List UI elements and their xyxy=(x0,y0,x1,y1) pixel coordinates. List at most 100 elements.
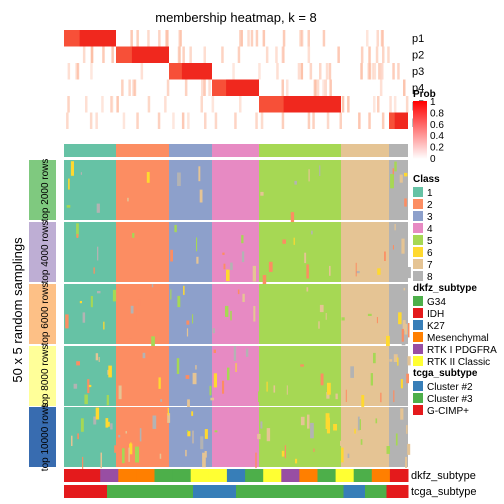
dkfz-cell xyxy=(82,469,101,482)
membership-cell xyxy=(192,430,194,444)
prob-cell xyxy=(179,30,182,47)
membership-cell xyxy=(282,239,286,244)
prob-cell xyxy=(276,63,279,80)
membership-cell xyxy=(209,385,212,396)
membership-cell xyxy=(318,321,320,329)
membership-cell xyxy=(98,357,100,362)
prob-tick: 0.2 xyxy=(430,143,444,154)
block-1-5 xyxy=(259,160,341,220)
legend-dkfz-swatch xyxy=(413,320,423,330)
membership-cell xyxy=(345,389,347,402)
prob-cell xyxy=(250,30,254,47)
block-1-7 xyxy=(341,160,389,220)
prob-cell xyxy=(373,96,376,113)
membership-cell xyxy=(185,375,190,379)
membership-cell xyxy=(128,447,130,462)
legend-dkfz-label: G34 xyxy=(427,297,446,308)
membership-cell xyxy=(170,289,172,300)
membership-cell xyxy=(191,411,194,416)
block-5-1 xyxy=(64,407,116,467)
tcga-cell xyxy=(128,485,151,498)
prob-cell xyxy=(204,112,207,129)
membership-cell xyxy=(204,429,208,439)
prob-cell xyxy=(358,112,361,129)
legend-tcga-label: Cluster #2 xyxy=(427,382,473,393)
tcga-cell xyxy=(322,485,344,498)
legend-class-label: 6 xyxy=(427,248,433,259)
prob-color-bar xyxy=(413,101,427,159)
dkfz-cell xyxy=(245,469,264,482)
membership-cell xyxy=(373,352,376,364)
prob-cell xyxy=(181,112,185,129)
prob-cell xyxy=(405,96,409,113)
membership-cell xyxy=(360,439,363,445)
prob-cell xyxy=(221,46,224,63)
membership-cell xyxy=(310,368,313,385)
membership-cell xyxy=(82,312,86,323)
membership-cell xyxy=(357,416,360,431)
membership-cell xyxy=(230,310,232,321)
membership-cell xyxy=(108,365,112,378)
membership-cell xyxy=(70,161,74,176)
prob-cell xyxy=(275,46,278,63)
membership-cell xyxy=(106,395,109,406)
prob-cell xyxy=(234,112,237,129)
prob-cell xyxy=(368,46,371,63)
membership-cell xyxy=(356,271,360,274)
membership-cell xyxy=(227,367,230,381)
row-group-label-3: top 6000 rows xyxy=(40,283,51,346)
legend-dkfz-label: K27 xyxy=(427,321,445,332)
membership-cell xyxy=(186,320,190,325)
membership-cell xyxy=(380,392,382,403)
membership-cell xyxy=(300,364,304,367)
legend-class-label: 4 xyxy=(427,224,433,235)
legend-class-swatch xyxy=(413,247,423,257)
membership-cell xyxy=(76,361,80,366)
membership-cell xyxy=(327,382,331,395)
dkfz-cell xyxy=(317,469,337,482)
prob-row-p5 xyxy=(64,96,408,113)
membership-cell xyxy=(326,392,330,399)
membership-cell xyxy=(187,399,190,410)
membership-cell xyxy=(407,356,411,366)
membership-cell xyxy=(375,418,378,424)
block-2-7 xyxy=(341,222,389,282)
prob-cell xyxy=(381,30,384,47)
prob-cell xyxy=(239,30,242,47)
legend-class-swatch xyxy=(413,235,423,245)
prob-row-p1 xyxy=(64,30,408,47)
legend-class-swatch xyxy=(413,187,423,197)
prob-cell xyxy=(133,79,137,96)
membership-cell xyxy=(377,268,381,275)
legend-dkfz-label: RTK I PDGFRA xyxy=(427,345,497,356)
dkfz-cell xyxy=(136,469,155,482)
legend-dkfz-swatch xyxy=(413,296,423,306)
membership-cell xyxy=(407,267,411,279)
prob-cell xyxy=(177,46,181,63)
membership-cell xyxy=(204,451,207,458)
membership-cell xyxy=(258,391,261,402)
membership-cell xyxy=(139,428,142,442)
prob-cell xyxy=(182,46,185,63)
membership-cell xyxy=(260,421,263,429)
membership-cell xyxy=(400,379,403,389)
membership-cell xyxy=(79,301,82,304)
membership-cell xyxy=(255,452,257,469)
prob-cell xyxy=(121,79,124,96)
dkfz-cell xyxy=(263,469,282,482)
prob-cell xyxy=(201,79,204,96)
prob-cell xyxy=(147,96,151,113)
membership-cell xyxy=(130,305,134,314)
prob-cell xyxy=(367,63,370,80)
membership-cell xyxy=(112,289,117,302)
membership-cell xyxy=(146,172,150,183)
prob-tick: 0 xyxy=(430,154,436,165)
prob-cell xyxy=(339,112,342,129)
tcga-subtype-label: tcga_subtype xyxy=(411,486,476,498)
membership-cell xyxy=(308,169,310,182)
prob-cell xyxy=(265,46,269,63)
prob-cell xyxy=(232,63,235,80)
legend-class-label: 2 xyxy=(427,200,433,211)
block-3-7 xyxy=(341,284,389,344)
